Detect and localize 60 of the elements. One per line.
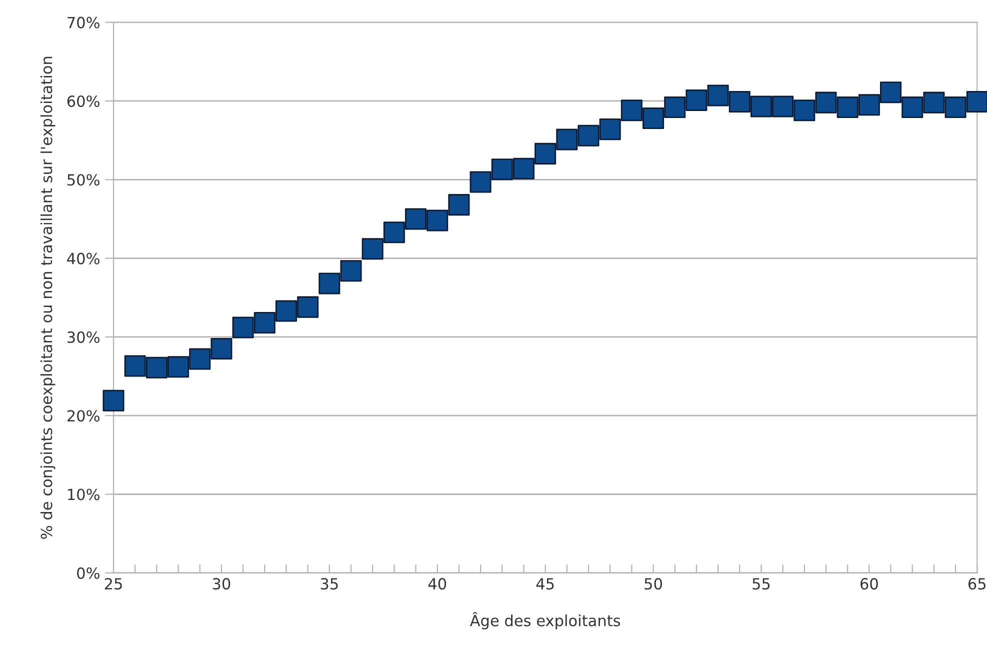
point (426, 210, 448, 232)
y-tick-label: 0% (77, 567, 100, 579)
point (232, 316, 254, 338)
point (880, 82, 902, 104)
x-tick-label: 35 (320, 578, 338, 590)
x-axis-title: Âge des exploitants (470, 612, 620, 630)
point (686, 89, 708, 111)
point (534, 142, 556, 164)
point (189, 348, 211, 370)
point (578, 124, 600, 146)
point (728, 91, 750, 113)
x-tick-label: 25 (104, 578, 122, 590)
point (383, 222, 405, 244)
point (923, 92, 945, 114)
x-tick-label: 65 (968, 578, 986, 590)
point (491, 158, 513, 180)
x-tick-label: 40 (428, 578, 446, 590)
x-tick-label: 60 (860, 578, 878, 590)
point (556, 128, 578, 150)
point (966, 91, 987, 113)
point (124, 355, 146, 377)
y-tick-label: 70% (68, 16, 100, 28)
point (512, 158, 534, 180)
point (836, 96, 858, 118)
point (254, 312, 276, 334)
point (599, 118, 621, 140)
x-tick-label: 30 (212, 578, 230, 590)
y-tick-label: 30% (68, 331, 100, 343)
point (318, 272, 340, 294)
point (772, 96, 794, 118)
point (275, 300, 297, 322)
y-tick-label: 60% (67, 95, 100, 108)
x-tick-label: 55 (752, 578, 770, 590)
point (340, 260, 362, 282)
point (707, 84, 729, 106)
point (146, 356, 168, 378)
point (642, 108, 664, 130)
y-tick-label: 50% (68, 174, 100, 186)
point (168, 356, 190, 378)
point (944, 96, 966, 118)
point (858, 94, 880, 116)
point (815, 92, 837, 114)
point (750, 96, 772, 118)
y-axis-title: % de conjoints coexploitant ou non travaillant sur l'exploitation (40, 56, 56, 539)
x-tick-label: 50 (644, 578, 662, 590)
point (405, 208, 427, 230)
point (362, 238, 384, 260)
point (470, 171, 492, 193)
y-tick-label: 20% (67, 410, 100, 422)
point (620, 100, 642, 122)
point (297, 296, 319, 318)
point (902, 96, 924, 118)
x-tick-label: 45 (536, 578, 554, 590)
point (210, 338, 232, 360)
point (794, 100, 816, 122)
y-tick-label: 40% (67, 252, 100, 264)
point (102, 390, 124, 412)
point (664, 96, 686, 118)
point (448, 194, 470, 216)
y-tick-label: 10% (68, 488, 100, 500)
